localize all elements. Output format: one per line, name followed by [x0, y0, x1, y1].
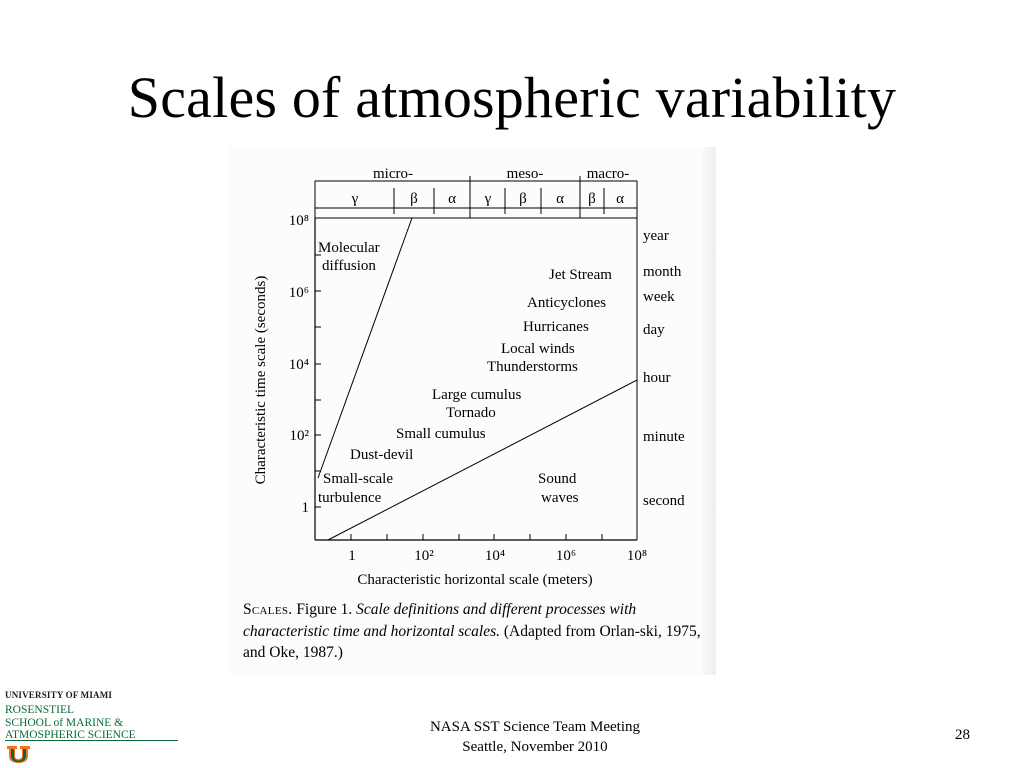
label-dust-devil: Dust-devil: [350, 447, 413, 463]
label-hurricanes: Hurricanes: [523, 319, 589, 335]
molecular-diffusion-boundary: [317, 217, 413, 479]
logo-line-school: SCHOOL of MARINE &: [5, 716, 124, 729]
time-label-day: day: [643, 322, 665, 338]
university-logo: UNIVERSITY OF MIAMI ROSENSTIEL SCHOOL of…: [5, 690, 185, 765]
time-label-year: year: [643, 228, 669, 244]
label-tornado: Tornado: [446, 405, 496, 421]
x-tick-1e8: 10⁸: [627, 548, 647, 564]
sub-scale-micro-gamma: γ: [351, 191, 359, 207]
y-tick-1e8: 10⁸: [289, 213, 309, 229]
time-label-week: week: [643, 289, 675, 305]
caption-head: Scales.: [243, 601, 293, 618]
logo-rule: [5, 740, 178, 741]
y-tick-1e6: 10⁶: [289, 285, 309, 301]
figure-scan-background: [228, 147, 716, 675]
label-local-winds: Local winds: [501, 341, 575, 357]
logo-school-name: ROSENSTIEL SCHOOL of MARINE & ATMOSPHERI…: [5, 704, 136, 742]
label-thunderstorms: Thunderstorms: [487, 359, 578, 375]
y-tick-1e2: 10²: [290, 428, 310, 444]
figure-caption: Scales. Figure 1. Scale definitions and …: [243, 599, 713, 664]
x-tick-1e4: 10⁴: [485, 548, 505, 564]
y-axis-label: Characteristic time scale (seconds): [253, 276, 269, 485]
label-jet-stream: Jet Stream: [549, 267, 612, 283]
x-tick-1e2: 10²: [414, 548, 434, 564]
caption-source: (Adapted from Orlan-ski, 1975, and Oke, …: [243, 622, 701, 662]
scale-group-macro: macro-: [587, 166, 629, 182]
sub-scale-meso-alpha: α: [556, 191, 564, 207]
time-label-month: month: [643, 264, 682, 280]
scale-group-micro: micro-: [373, 166, 413, 182]
footer-meeting-place-date: Seattle, November 2010: [462, 739, 608, 755]
label-sound: Sound: [538, 471, 577, 487]
caption-figure-number: Figure 1.: [296, 601, 353, 618]
x-axis-label: Characteristic horizontal scale (meters): [357, 572, 592, 588]
sub-scale-meso-beta: β: [519, 191, 527, 207]
logo-university-name: UNIVERSITY OF MIAMI: [5, 690, 113, 700]
slide-title: Scales of atmospheric variability: [127, 65, 897, 130]
footer-meeting-name: NASA SST Science Team Meeting: [429, 719, 641, 735]
y-tick-1: 1: [302, 500, 310, 516]
logo-line-rosenstiel: ROSENSTIEL: [5, 704, 74, 716]
logo-line-atmospheric: ATMOSPHERIC SCIENCE: [5, 729, 136, 741]
label-small-scale: Small-scale: [323, 471, 393, 487]
sub-scale-macro-beta: β: [588, 191, 596, 207]
label-diffusion: diffusion: [322, 258, 376, 274]
sound-wave-boundary: [327, 379, 638, 541]
time-label-second: second: [643, 493, 685, 509]
label-molecular: Molecular: [318, 240, 380, 256]
label-turbulence: turbulence: [318, 490, 382, 506]
label-waves: waves: [541, 490, 579, 506]
time-label-minute: minute: [643, 429, 685, 445]
label-anticyclones: Anticyclones: [527, 295, 606, 311]
page-number: 28: [955, 727, 970, 743]
sub-scale-micro-alpha: α: [448, 191, 456, 207]
scale-group-meso: meso-: [507, 166, 544, 182]
scale-header-lines: [314, 176, 638, 540]
sub-scale-macro-alpha: α: [616, 191, 624, 207]
u-logo-icon: [7, 746, 30, 763]
plot-frame: [314, 218, 637, 541]
label-small-cumulus: Small cumulus: [396, 426, 486, 442]
time-label-hour: hour: [643, 370, 671, 386]
sub-scale-micro-beta: β: [410, 191, 418, 207]
caption-italic: Scale definitions and different processe…: [243, 601, 637, 640]
x-tick-1e6: 10⁶: [556, 548, 576, 564]
x-tick-1: 1: [348, 548, 356, 564]
footer-meeting: NASA SST Science Team Meeting Seattle, N…: [380, 717, 690, 757]
sub-scale-meso-gamma: γ: [484, 191, 492, 207]
label-large-cumulus: Large cumulus: [432, 387, 521, 403]
y-tick-1e4: 10⁴: [289, 357, 309, 373]
